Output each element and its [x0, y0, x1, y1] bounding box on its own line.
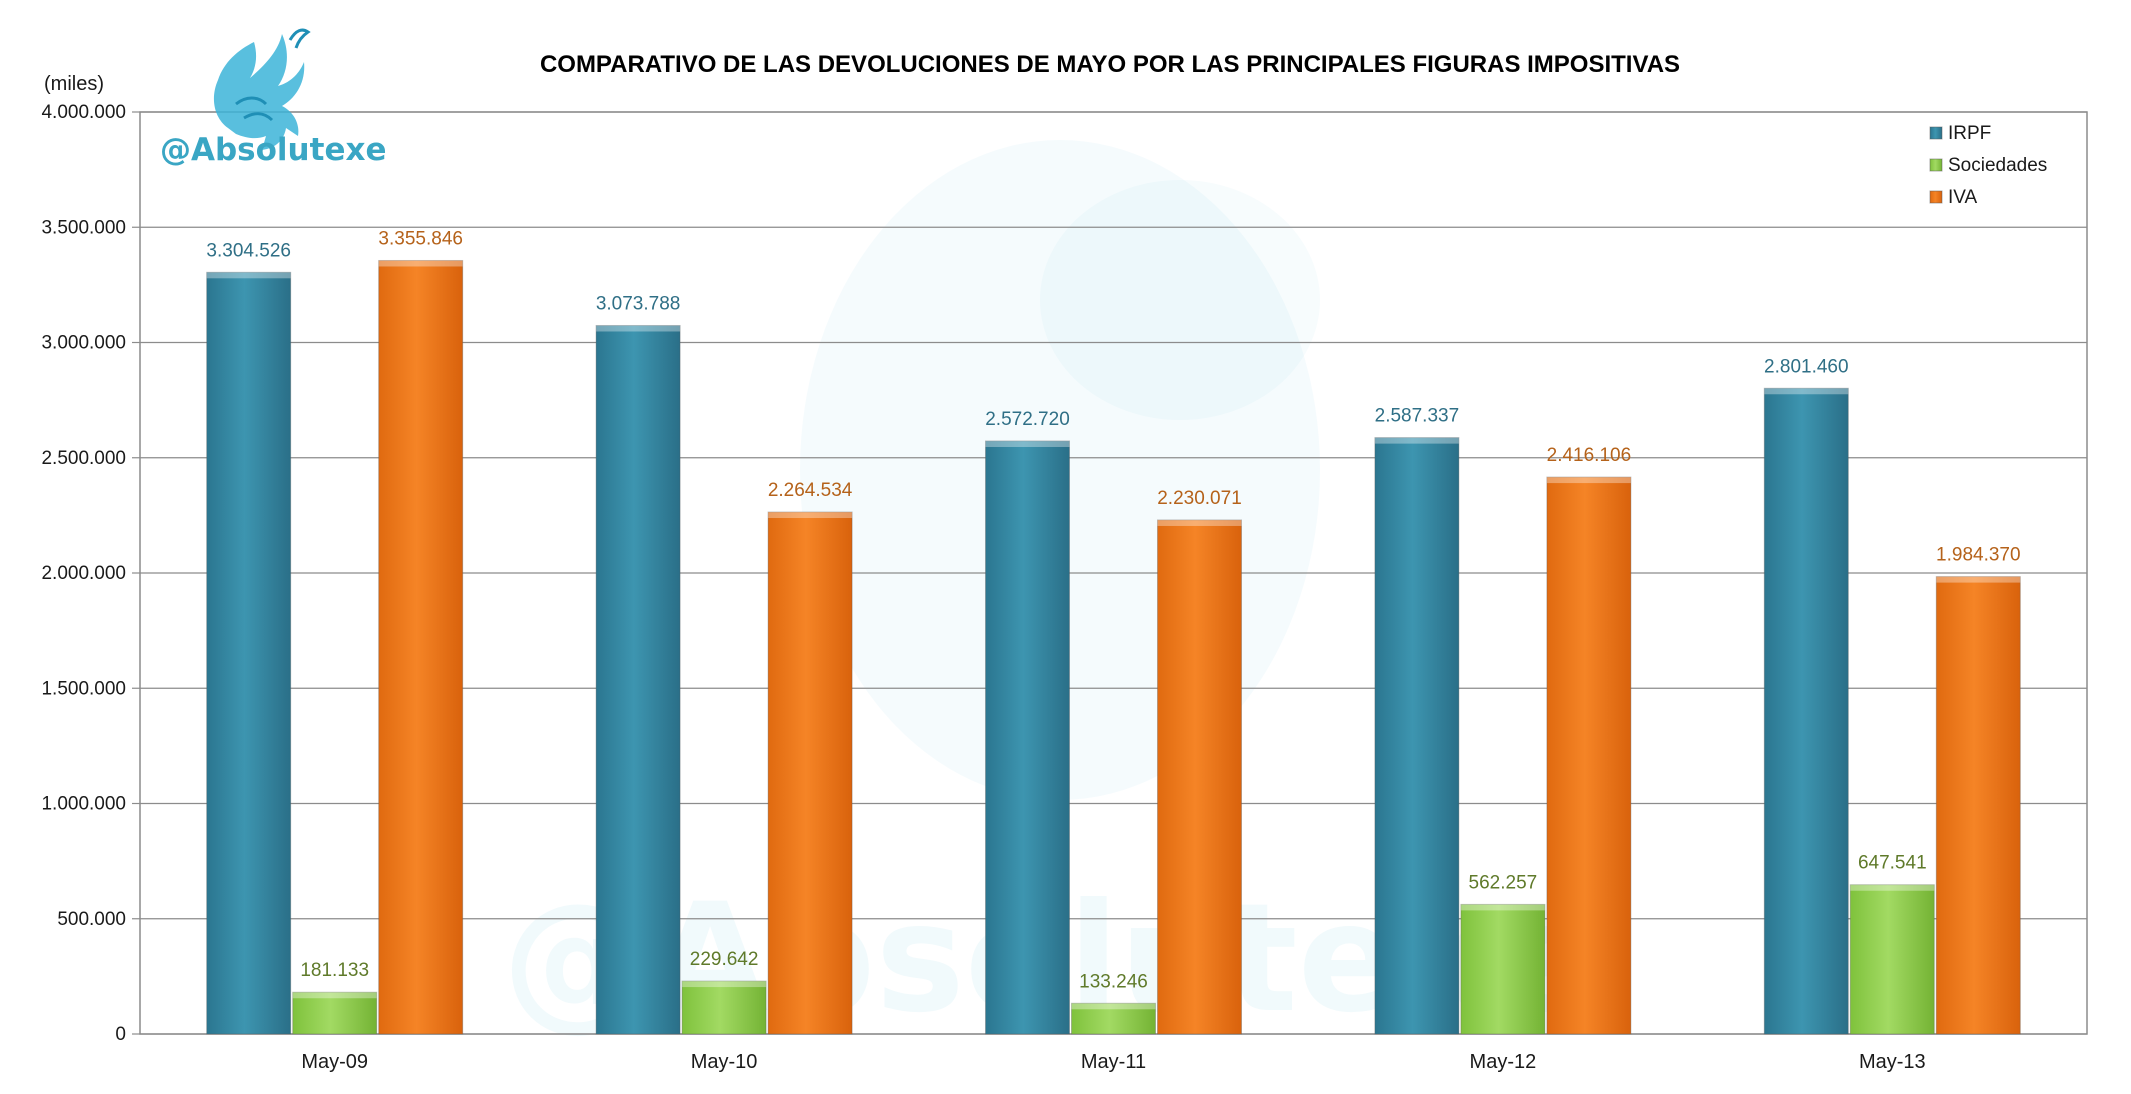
bar-highlight	[596, 325, 681, 332]
bar-iva-may-09	[378, 259, 464, 1035]
data-label-sociedades-may-09: 181.133	[300, 960, 369, 981]
data-label-irpf-may-09: 3.304.526	[206, 240, 291, 261]
bar-iva-may-11	[1157, 519, 1242, 1035]
y-tick-label: 1.000.000	[41, 794, 126, 815]
bar-highlight	[1071, 1003, 1156, 1010]
x-category-label: May-13	[1859, 1051, 1926, 1073]
bar-highlight	[1850, 884, 1935, 891]
legend-swatch-sociedades	[1929, 158, 1943, 172]
y-tick-label: 2.500.000	[41, 448, 126, 469]
y-tick-label: 4.000.000	[41, 102, 126, 123]
y-tick-label: 3.000.000	[41, 333, 126, 354]
legend: IRPF Sociedades IVA	[1929, 123, 2047, 208]
data-label-irpf-may-12: 2.587.337	[1375, 406, 1460, 427]
bar-highlight	[1157, 519, 1242, 526]
data-label-irpf-may-13: 2.801.460	[1764, 356, 1849, 377]
bar-irpf-may-09	[206, 271, 292, 1035]
bars	[206, 259, 2021, 1035]
data-label-irpf-may-10: 3.073.788	[596, 293, 681, 314]
data-label-iva-may-13: 1.984.370	[1936, 545, 2021, 566]
bar-highlight	[768, 512, 853, 519]
griffin-logo-icon	[213, 28, 311, 150]
data-labels: 3.304.526 181.133 3.355.846 3.073.788 229.64…	[206, 228, 2020, 992]
legend-entry-sociedades: Sociedades	[1948, 155, 2047, 176]
bar-highlight	[682, 981, 767, 988]
data-label-sociedades-may-12: 562.257	[1469, 872, 1538, 893]
legend-swatch-iva	[1929, 190, 1943, 204]
data-label-irpf-may-11: 2.572.720	[985, 409, 1070, 430]
bar-sociedades-may-09	[292, 991, 378, 1035]
gridlines	[132, 111, 2087, 1035]
bar-iva-may-12	[1546, 476, 1632, 1035]
data-label-sociedades-may-13: 647.541	[1858, 853, 1927, 874]
x-category-label: May-11	[1081, 1051, 1146, 1073]
y-tick-label: 3.500.000	[41, 217, 126, 238]
y-axis-unit-label: (miles)	[44, 73, 104, 95]
bar-irpf-may-12	[1374, 437, 1460, 1035]
x-category-label: May-09	[301, 1051, 368, 1073]
legend-entry-iva: IVA	[1948, 187, 1978, 208]
bar-highlight	[985, 440, 1070, 447]
y-axis-tick-labels: 0 500.000 1.000.000 1.500.000 2.000.000 2.500…	[41, 102, 126, 1045]
bar-irpf-may-10	[595, 324, 681, 1035]
x-category-label: May-12	[1470, 1051, 1537, 1073]
legend-swatch-irpf	[1929, 126, 1943, 140]
y-tick-label: 2.000.000	[41, 563, 126, 584]
y-tick-label: 1.500.000	[41, 678, 126, 699]
bar-sociedades-may-10	[681, 980, 767, 1035]
bar-sociedades-may-12	[1460, 903, 1546, 1035]
brand-handle: @Absolutexe	[160, 132, 387, 168]
x-category-label: May-10	[691, 1051, 758, 1073]
bar-sociedades-may-13	[1849, 884, 1935, 1035]
bar-highlight	[1460, 904, 1545, 911]
bar-highlight	[1374, 437, 1459, 444]
data-label-iva-may-11: 2.230.071	[1157, 488, 1242, 509]
y-tick-label: 0	[115, 1024, 126, 1045]
bar-iva-may-10	[767, 511, 853, 1035]
x-axis-category-labels: May-09 May-10 May-11 May-12 May-13	[301, 1051, 1925, 1073]
data-label-iva-may-12: 2.416.106	[1547, 445, 1632, 466]
bar-highlight	[1764, 388, 1849, 395]
y-tick-label: 500.000	[57, 909, 126, 930]
bar-highlight	[206, 272, 291, 279]
data-label-iva-may-09: 3.355.846	[378, 228, 463, 249]
bar-iva-may-13	[1935, 576, 2021, 1035]
chart-title: COMPARATIVO DE LAS DEVOLUCIONES DE MAYO …	[540, 51, 1680, 78]
bar-irpf-may-13	[1763, 387, 1849, 1035]
bar-sociedades-may-11	[1071, 1002, 1156, 1035]
data-label-sociedades-may-11: 133.246	[1079, 971, 1148, 992]
bar-highlight	[1936, 576, 2021, 583]
legend-entry-irpf: IRPF	[1948, 123, 1991, 144]
bar-irpf-may-11	[985, 440, 1070, 1035]
data-label-sociedades-may-10: 229.642	[690, 949, 759, 970]
data-label-iva-may-10: 2.264.534	[768, 480, 853, 501]
bar-highlight	[292, 992, 377, 999]
bar-highlight	[378, 260, 463, 267]
bar-highlight	[1546, 477, 1631, 484]
